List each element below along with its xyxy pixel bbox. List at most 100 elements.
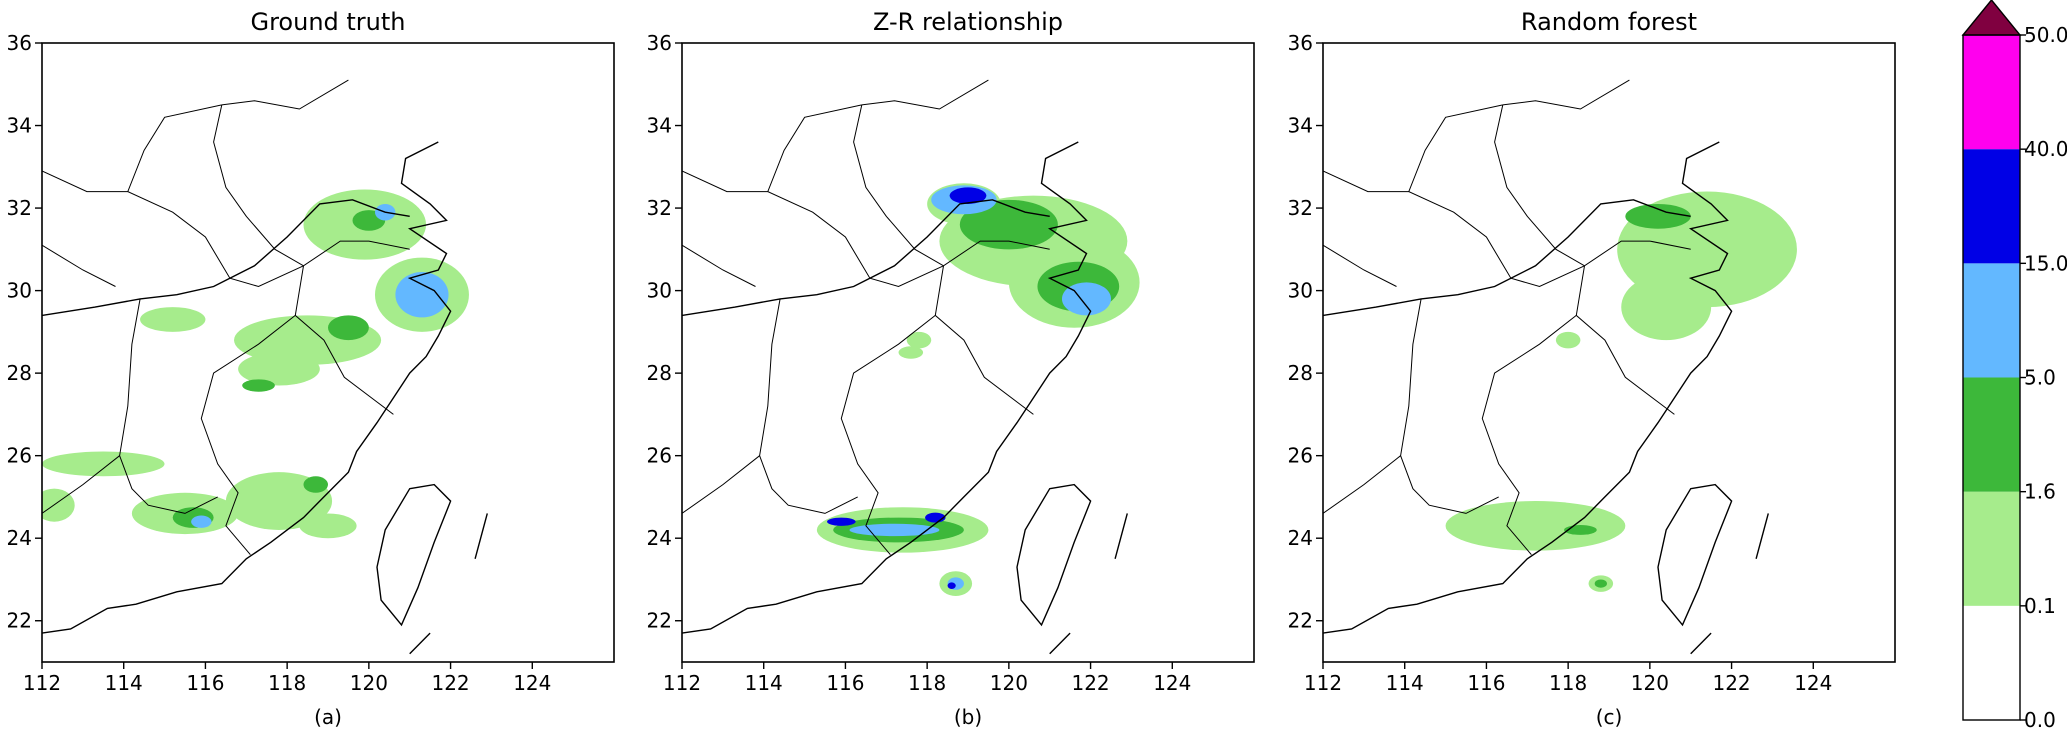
precip-region	[238, 352, 320, 386]
y-tick-label: 28	[647, 361, 672, 385]
river-line	[42, 199, 410, 317]
axes-frame	[681, 42, 1255, 663]
province-border	[1400, 298, 1499, 514]
y-tick-label: 30	[647, 279, 672, 303]
river-line	[1323, 199, 1691, 317]
taiwan-outline	[376, 483, 452, 627]
x-tick-label: 116	[826, 671, 864, 695]
x-tick-label: 118	[1549, 671, 1587, 695]
map-area	[682, 79, 1140, 655]
coast-fragment	[409, 632, 431, 655]
axes-frame	[41, 42, 615, 663]
y-tick-label: 30	[7, 279, 32, 303]
colorbar: 0.0 0.1 1.6 5.0 15.0 40.0 50.0	[1961, 0, 2067, 729]
province-border	[853, 104, 1050, 267]
y-tick-label: 26	[1288, 444, 1313, 468]
map-area	[1323, 79, 1797, 655]
map-area	[42, 79, 488, 655]
y-tick-label: 26	[7, 444, 32, 468]
x-tick-label: 120	[350, 671, 388, 695]
province-border	[1481, 315, 1577, 556]
x-tick-label: 122	[1712, 671, 1750, 695]
colorbar-tick-label: 0.1	[2024, 594, 2056, 618]
colorbar-extend-arrow	[1961, 0, 2022, 36]
taiwan-outline	[1016, 483, 1092, 627]
province-border	[1323, 170, 1409, 193]
coastline	[1323, 141, 1733, 634]
y-tick-label: 36	[1288, 31, 1313, 55]
map-panel-2: 112 114 116 118 120 122 124 22 24 26 28 30 32 34 36 Z-R…	[647, 8, 1255, 729]
x-tick-label: 120	[1631, 671, 1669, 695]
precip-region	[328, 315, 369, 341]
precip-region	[303, 476, 328, 493]
precip-region	[140, 307, 206, 332]
x-tick-label: 122	[431, 671, 469, 695]
province-border	[1494, 104, 1691, 267]
x-tick-label: 120	[990, 671, 1028, 695]
precip-region	[1555, 331, 1581, 349]
precip-region	[947, 582, 956, 589]
axes-frame	[1322, 42, 1896, 663]
x-tick-label: 112	[23, 671, 61, 695]
panel-caption: (a)	[314, 705, 342, 729]
precip-region	[1061, 282, 1111, 316]
y-tick-label: 32	[647, 196, 672, 220]
x-tick-label: 124	[1794, 671, 1832, 695]
province-border	[200, 315, 296, 556]
panel-caption: (c)	[1596, 705, 1623, 729]
y-tick-label: 34	[1288, 114, 1313, 138]
province-border	[294, 265, 394, 415]
province-border	[682, 170, 768, 193]
province-border	[221, 79, 349, 110]
y-tick-label: 22	[1288, 609, 1313, 633]
y-tick-label: 28	[1288, 361, 1313, 385]
panel-caption: (b)	[954, 705, 982, 729]
x-tick-label: 118	[268, 671, 306, 695]
province-border	[759, 298, 858, 514]
y-tick-label: 36	[647, 31, 672, 55]
coast-fragment	[1114, 513, 1128, 559]
x-tick-label: 116	[186, 671, 224, 695]
province-border	[767, 104, 944, 288]
y-tick-label: 28	[7, 361, 32, 385]
precip-region	[959, 199, 1058, 250]
y-tick-label: 26	[647, 444, 672, 468]
province-border	[42, 170, 128, 193]
y-tick-label: 32	[7, 196, 32, 220]
y-tick-label: 24	[1288, 526, 1313, 550]
precip-region	[898, 346, 924, 359]
province-border	[42, 244, 116, 287]
map-panel-1: 112 114 116 118 120 122 124 22 24 26 28 30 32 34 36 Gro…	[7, 8, 615, 729]
colorbar-segment	[1963, 263, 2020, 378]
colorbar-segment	[1963, 605, 2020, 720]
coast-fragment	[1755, 513, 1769, 559]
x-tick-label: 118	[908, 671, 946, 695]
province-border	[119, 298, 218, 514]
x-tick-label: 114	[1386, 671, 1424, 695]
x-tick-label: 124	[513, 671, 551, 695]
precip-region	[1625, 203, 1691, 229]
province-border	[213, 104, 410, 267]
y-tick-label: 30	[1288, 279, 1313, 303]
precip-region	[395, 272, 449, 318]
colorbar-tick-label: 40.0	[2024, 137, 2067, 161]
colorbar-segment	[1963, 35, 2020, 150]
map-panel-3: 112 114 116 118 120 122 124 22 24 26 28 30 32 34 36 Ran…	[1288, 8, 1896, 729]
taiwan-outline	[1657, 483, 1733, 627]
x-tick-label: 124	[1153, 671, 1191, 695]
y-tick-label: 24	[7, 526, 32, 550]
province-border	[1323, 455, 1401, 514]
precip-region	[827, 517, 856, 526]
precip-region	[191, 515, 212, 528]
y-tick-label: 34	[647, 114, 672, 138]
coastline	[42, 141, 452, 634]
x-tick-label: 122	[1071, 671, 1109, 695]
province-border	[682, 455, 760, 514]
panel-title: Z-R relationship	[873, 8, 1063, 36]
x-tick-label: 114	[105, 671, 143, 695]
province-border	[1575, 265, 1675, 415]
colorbar-tick-label: 50.0	[2024, 23, 2067, 47]
precip-region	[42, 451, 165, 477]
colorbar-tick-label: 1.6	[2024, 480, 2056, 504]
